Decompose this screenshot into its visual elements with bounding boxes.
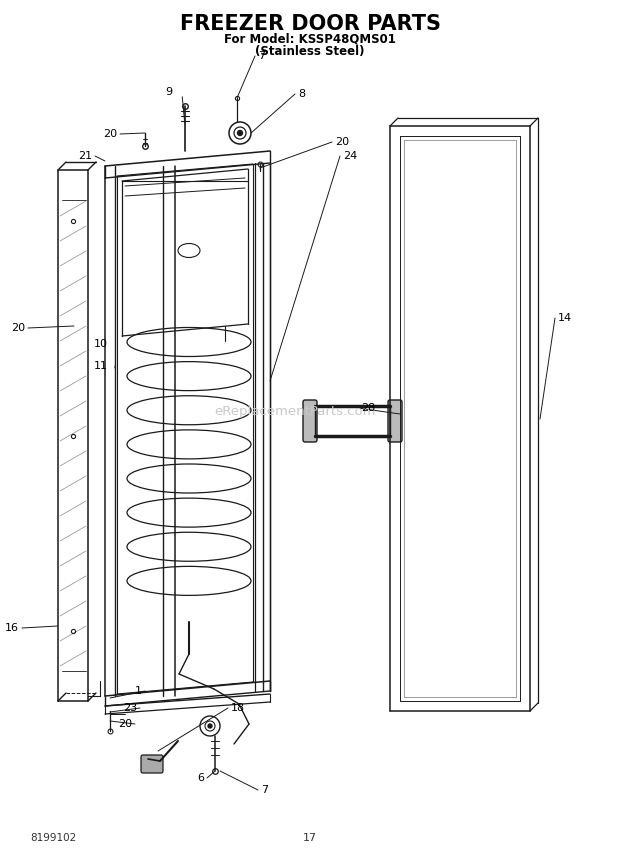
Text: 17: 17 xyxy=(303,833,317,843)
Text: 10: 10 xyxy=(94,339,108,349)
Text: 20: 20 xyxy=(335,137,349,147)
Text: 11: 11 xyxy=(94,361,108,371)
Text: 1: 1 xyxy=(135,686,142,696)
Text: (Stainless Steel): (Stainless Steel) xyxy=(255,45,365,57)
Text: 18: 18 xyxy=(231,703,245,713)
Text: 20: 20 xyxy=(11,323,25,333)
Text: 28: 28 xyxy=(361,403,375,413)
Text: 6: 6 xyxy=(197,773,204,783)
Text: 8199102: 8199102 xyxy=(30,833,76,843)
FancyBboxPatch shape xyxy=(141,755,163,773)
Text: 20: 20 xyxy=(103,129,117,139)
Text: eReplacementParts.com: eReplacementParts.com xyxy=(215,405,376,418)
Text: For Model: KSSP48QMS01: For Model: KSSP48QMS01 xyxy=(224,33,396,45)
Text: 20: 20 xyxy=(118,719,132,729)
Text: 21: 21 xyxy=(78,151,92,161)
Text: 16: 16 xyxy=(5,623,19,633)
Text: 7: 7 xyxy=(258,51,265,61)
Text: 14: 14 xyxy=(558,313,572,323)
Circle shape xyxy=(208,724,212,728)
Text: 23: 23 xyxy=(123,703,137,713)
Text: FREEZER DOOR PARTS: FREEZER DOOR PARTS xyxy=(180,14,440,34)
FancyBboxPatch shape xyxy=(388,400,402,442)
FancyBboxPatch shape xyxy=(303,400,317,442)
Text: 8: 8 xyxy=(298,89,305,99)
Circle shape xyxy=(237,130,242,135)
Text: 9: 9 xyxy=(165,87,172,97)
Text: 24: 24 xyxy=(343,151,357,161)
Text: 7: 7 xyxy=(261,785,268,795)
